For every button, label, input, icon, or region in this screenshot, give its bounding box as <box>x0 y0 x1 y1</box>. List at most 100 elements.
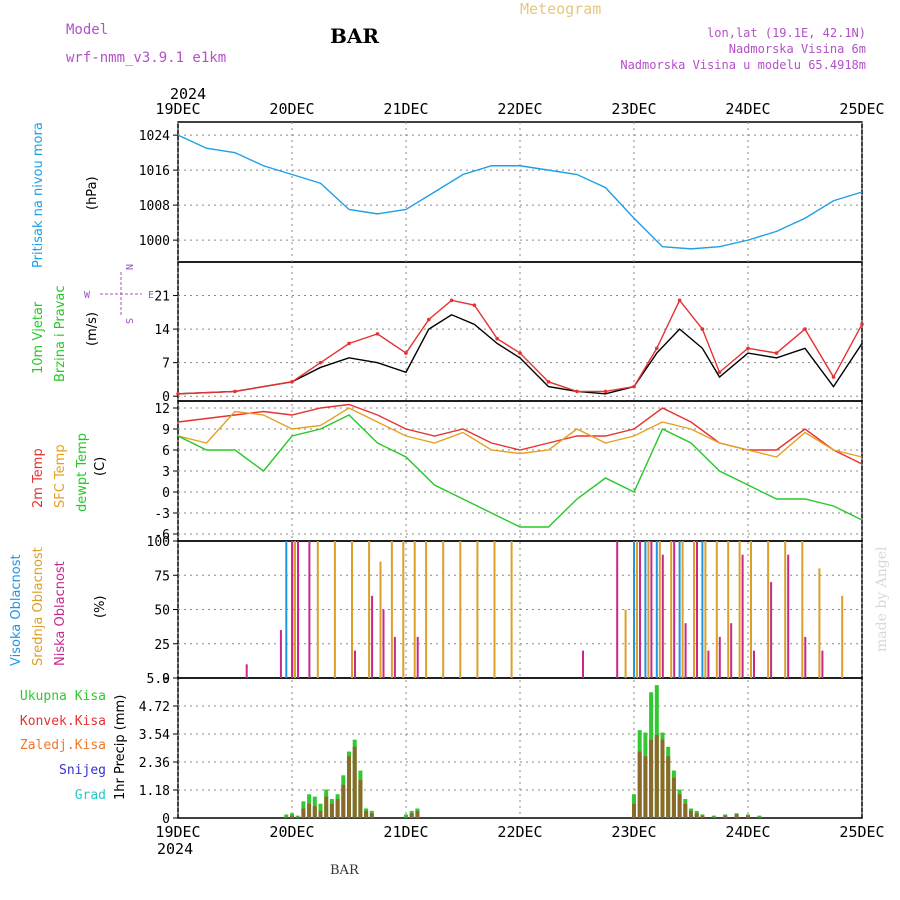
cloud-y-tick-label: 50 <box>154 604 170 619</box>
cloud-bar <box>308 541 311 678</box>
temp-y-tick-label: -3 <box>154 507 170 522</box>
x-tick-label-bottom: 22DEC <box>497 823 542 841</box>
cloud-bar <box>297 541 299 678</box>
cloud-bar <box>379 561 382 678</box>
wind-y-tick-label: 0 <box>162 390 170 405</box>
cloud-bar <box>818 568 821 678</box>
wind-gust-point <box>717 370 722 375</box>
cloud-bar <box>442 541 445 678</box>
precip-bar <box>295 816 300 818</box>
cloud-bar <box>639 541 641 678</box>
cloud-bar <box>770 582 773 678</box>
pressure-y-tick-label: 1016 <box>139 164 170 179</box>
cloud-bar <box>371 595 374 678</box>
wind-gust-point <box>347 341 351 346</box>
wind-gust-point <box>546 380 551 384</box>
model-name: wrf-nmm_v3.9.1 e1km <box>66 50 226 66</box>
cloud-label-1: Visoka Oblacnost <box>9 554 24 666</box>
cloud-bar <box>633 541 635 678</box>
cloud-bar <box>582 650 584 678</box>
cloud-y-tick-label: 100 <box>147 535 170 550</box>
precip-bar <box>404 816 408 818</box>
cloud-y-tick-label: 75 <box>154 569 170 584</box>
precip-bar <box>415 810 420 818</box>
wind-gust-point <box>860 322 864 327</box>
precip-bar <box>284 816 289 818</box>
cloud-bar <box>459 541 462 678</box>
precip-bar <box>700 815 705 818</box>
cloud-bar <box>285 541 288 678</box>
temp-label-2: SFC Temp <box>53 444 68 508</box>
precip-y-tick-label: 4.72 <box>139 700 170 715</box>
cloud-bar <box>787 554 790 678</box>
temp-label-3: dewpt Temp <box>75 433 90 512</box>
cloud-bar <box>718 636 721 678</box>
cloud-bar <box>493 541 496 678</box>
cloud-bar <box>644 541 647 678</box>
precip-bar <box>324 796 329 818</box>
wind-label-1: 10m Vjetar <box>31 301 46 374</box>
cloud-bar <box>425 541 428 678</box>
cloud-bar <box>730 623 733 678</box>
precip-bar <box>637 751 642 818</box>
cloud-bar <box>841 595 844 678</box>
cloud-bar <box>701 541 704 678</box>
cloud-bar <box>753 650 755 678</box>
precip-bar <box>649 739 654 818</box>
compass-w: W <box>84 290 91 301</box>
temp-y-tick-label: -6 <box>154 528 170 543</box>
x-tick-label-bottom: 23DEC <box>611 823 656 841</box>
cloud-bar <box>661 554 664 678</box>
precip-bar <box>689 810 693 818</box>
axis-labels: 19DEC 19DEC 20DEC 20DEC 21DEC 21DEC 22DEC 22DEC… <box>139 100 885 841</box>
precip-bar <box>364 810 369 818</box>
cloud-bar <box>354 650 356 678</box>
x-tick-label-top: 22DEC <box>497 100 542 118</box>
precip-bar <box>307 803 312 818</box>
pressure-y-tick-label: 1024 <box>139 129 170 144</box>
precip-bar <box>341 784 346 818</box>
precip-bar <box>723 815 728 818</box>
legend-conv: Konvek.Kisa <box>20 714 106 729</box>
cloud-bar <box>658 541 661 678</box>
precip-bar <box>358 780 363 818</box>
temp-unit: (C) <box>93 457 108 476</box>
cloud-bar <box>624 609 627 678</box>
cloud-bar <box>678 541 681 678</box>
precip-bar <box>301 808 306 818</box>
cloud-bar <box>704 541 707 678</box>
precip-bar <box>666 756 671 818</box>
cloud-bar <box>655 541 658 678</box>
x-tick-label-bottom: 21DEC <box>383 823 428 841</box>
model-elevation-label: Nadmorska Visina u modelu 65.4918m <box>620 58 866 72</box>
cloud-bar <box>382 609 385 678</box>
precip-bar <box>632 803 636 818</box>
precip-bar <box>671 777 676 818</box>
cloud-bar <box>510 541 513 678</box>
pressure-y-tick-label: 1008 <box>139 199 170 214</box>
cloud-bar <box>681 541 684 678</box>
cloud-bar <box>416 636 419 678</box>
wind-label-2: Brzina i Pravac <box>53 285 68 382</box>
temp-y-tick-label: 9 <box>162 423 170 438</box>
cloud-bar <box>636 541 638 678</box>
wind-gust-point <box>176 392 180 396</box>
temp-y-tick-label: 0 <box>162 486 170 501</box>
cloud-bar <box>684 623 687 678</box>
wind-gust-point <box>803 327 807 331</box>
cloud-bar <box>727 541 730 678</box>
x-tick-label-bottom: 24DEC <box>725 823 770 841</box>
pressure-unit: (hPa) <box>85 176 100 210</box>
wind-gust-point <box>518 351 522 355</box>
cloud-bar <box>750 541 752 678</box>
wind-gust-point <box>318 360 323 365</box>
cloud-bar <box>390 541 393 678</box>
pressure-panel-frame <box>177 121 863 263</box>
cloud-unit: (%) <box>93 596 108 619</box>
precip-y-tick-label: 0 <box>162 812 170 827</box>
precip-bar <box>711 816 716 818</box>
wind-series-line <box>177 313 863 395</box>
cloud-bar <box>673 541 676 678</box>
wind-gust-point <box>427 317 431 322</box>
